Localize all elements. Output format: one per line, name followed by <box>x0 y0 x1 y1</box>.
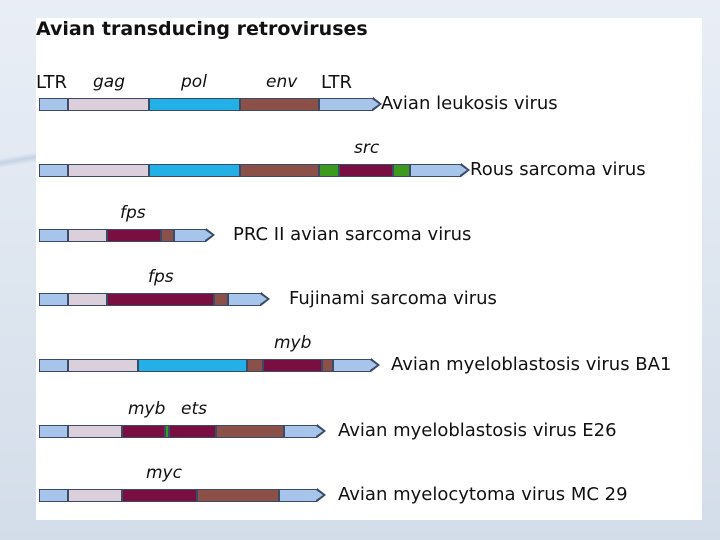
gag-segment <box>68 229 107 242</box>
env-segment <box>197 489 279 502</box>
myb-segment <box>122 425 165 438</box>
env-segment <box>240 98 319 111</box>
green-segment <box>165 425 169 438</box>
ltr-segment <box>410 164 461 177</box>
ltr-segment <box>39 164 68 177</box>
gene-label-myc: myc <box>146 463 182 483</box>
env-segment <box>216 425 284 438</box>
env-label: env <box>266 72 298 92</box>
gene-label-fps: fps <box>120 203 146 223</box>
gag-label: gag <box>93 72 125 92</box>
ets-segment <box>169 425 216 438</box>
construct-name: Avian myeloblastosis virus E26 <box>338 420 617 441</box>
arrow-head-fill <box>460 165 467 175</box>
ltr-segment <box>228 293 261 306</box>
ltr-segment <box>39 489 68 502</box>
pol-segment <box>149 98 240 111</box>
gag-segment <box>68 293 107 306</box>
env-segment <box>214 293 228 306</box>
pol-segment <box>138 359 247 372</box>
env-segment <box>161 229 174 242</box>
gag-segment <box>68 359 138 372</box>
gag-segment <box>68 489 122 502</box>
ltr-segment <box>284 425 317 438</box>
slide: Avian transducing retroviruses LTR gag p… <box>36 18 702 520</box>
arrow-head-fill <box>205 230 212 240</box>
green-segment <box>393 164 410 177</box>
ltr-segment <box>39 293 68 306</box>
arrow-head-fill <box>372 99 379 109</box>
gene-label-src: src <box>354 138 380 158</box>
ltr-segment <box>319 98 373 111</box>
ltr-segment <box>279 489 317 502</box>
env-segment <box>240 164 319 177</box>
fps-segment <box>107 293 214 306</box>
arrow-head-fill <box>316 490 323 500</box>
construct-name: Avian myelocytoma virus MC 29 <box>338 484 628 505</box>
pol-label: pol <box>181 72 207 92</box>
src-segment <box>339 164 393 177</box>
construct-name: Fujinami sarcoma virus <box>289 288 497 309</box>
ltr-segment <box>39 425 68 438</box>
ltr-segment <box>39 229 68 242</box>
arrow-head-fill <box>316 426 323 436</box>
env-segment <box>322 359 333 372</box>
arrow-head-fill <box>260 294 267 304</box>
gene-label-fps: fps <box>148 267 174 287</box>
ltr-label-right: LTR <box>321 72 353 93</box>
ltr-segment <box>39 359 68 372</box>
gag-segment <box>68 98 149 111</box>
construct-name: Avian leukosis virus <box>381 93 558 114</box>
slide-title: Avian transducing retroviruses <box>36 18 368 40</box>
construct-name: Rous sarcoma virus <box>470 159 646 180</box>
gag-segment <box>68 425 122 438</box>
env-segment <box>247 359 263 372</box>
pol-segment <box>149 164 240 177</box>
fps-segment <box>107 229 161 242</box>
myb-segment <box>263 359 322 372</box>
construct-name: PRC II avian sarcoma virus <box>233 224 472 245</box>
myc-segment <box>122 489 197 502</box>
ltr-segment <box>333 359 371 372</box>
gene-label-myb: myb <box>128 399 166 419</box>
gene-label-ets: ets <box>181 399 207 419</box>
ltr-segment <box>174 229 206 242</box>
ltr-segment <box>39 98 68 111</box>
green-segment <box>319 164 339 177</box>
gag-segment <box>68 164 149 177</box>
ltr-label-left: LTR <box>36 72 68 93</box>
gene-label-myb: myb <box>274 333 312 353</box>
construct-name: Avian myeloblastosis virus BA1 <box>391 354 672 375</box>
arrow-head-fill <box>370 360 377 370</box>
